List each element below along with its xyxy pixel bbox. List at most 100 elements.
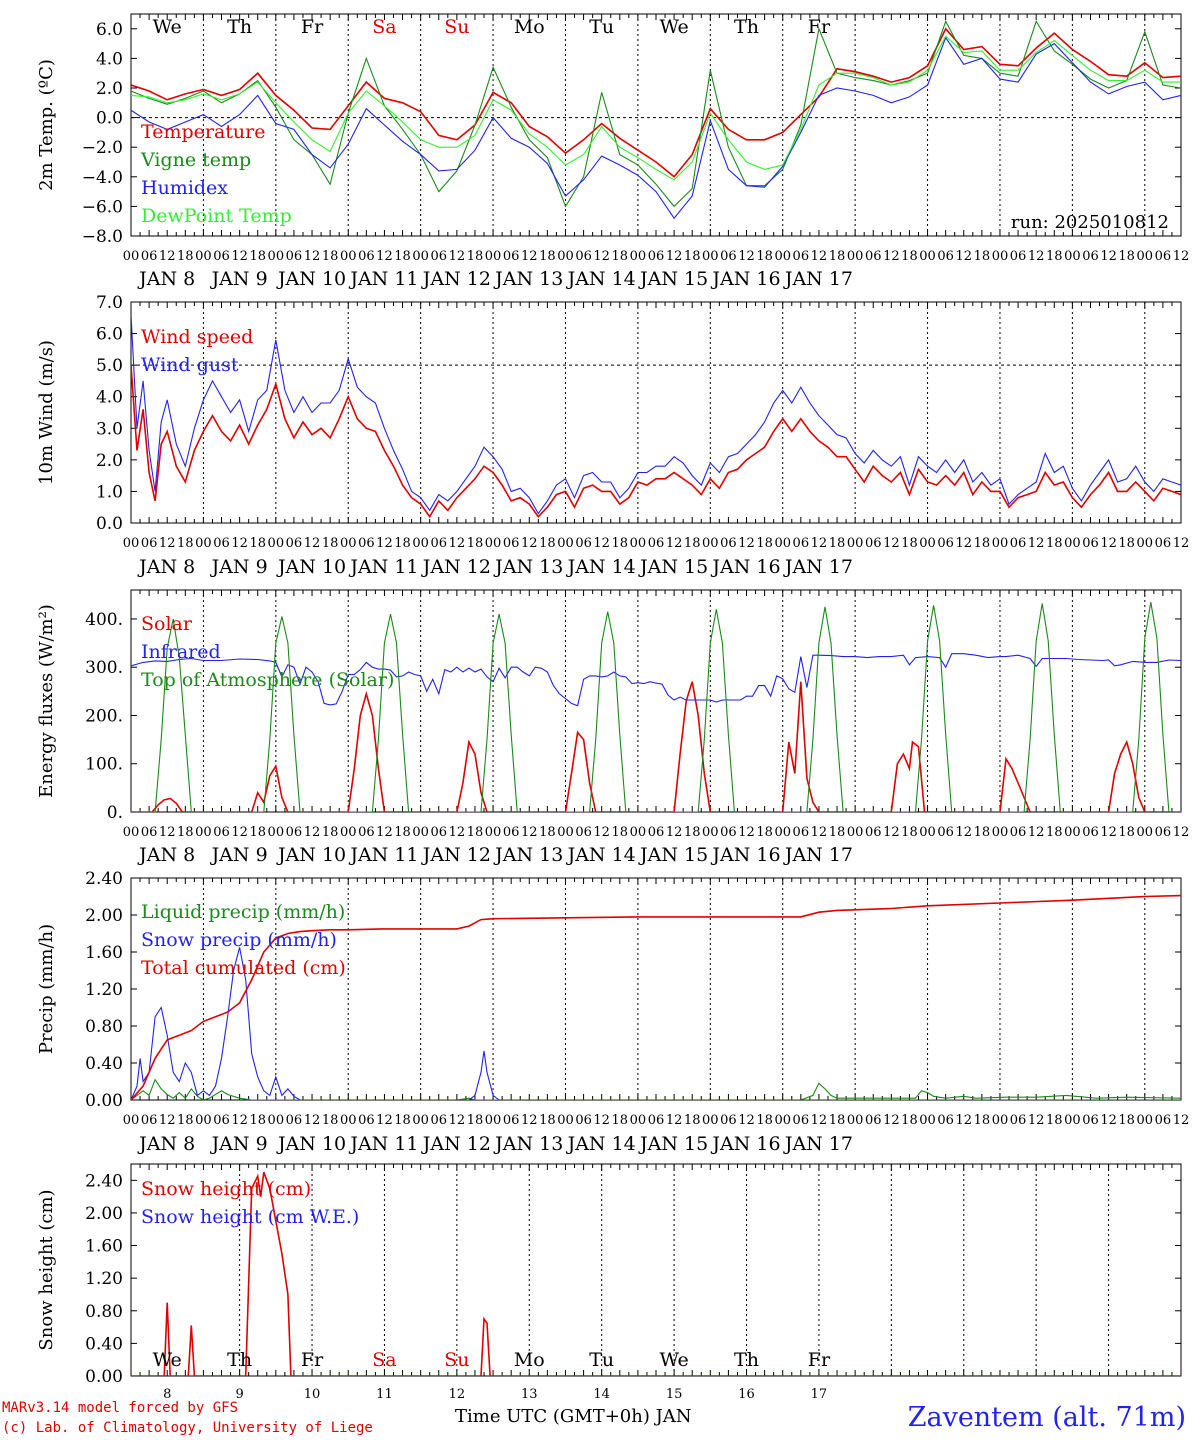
hour-label: 18 — [612, 1113, 629, 1128]
hour-label: 06 — [1155, 249, 1172, 264]
hour-label: 06 — [1082, 536, 1099, 551]
series-line-3 — [131, 35, 1181, 181]
hour-label: 18 — [1118, 249, 1135, 264]
hour-label: 00 — [485, 1113, 502, 1128]
hour-label: 00 — [340, 536, 357, 551]
hour-label: 12 — [1173, 825, 1190, 840]
panel-4: 2.40 2.00 1.60 1.20 0.80 0.40 0.00 Precip (mm/h… — [36, 869, 1189, 1155]
hour-label: 18 — [394, 1113, 411, 1128]
y-tick-label: −4.0 — [82, 168, 123, 188]
weekday-label: Tu — [589, 1349, 614, 1371]
hour-label: 18 — [394, 249, 411, 264]
series-line-1 — [131, 20, 1181, 208]
hour-label: 00 — [1137, 825, 1154, 840]
hour-label: 18 — [322, 249, 339, 264]
legend-entry: Snow height (cm W.E.) — [141, 1206, 359, 1228]
hour-label: 18 — [829, 249, 846, 264]
hour-label: 00 — [992, 825, 1009, 840]
hour-label: 00 — [702, 536, 719, 551]
weekday-label: Th — [227, 1349, 252, 1371]
hour-label: 06 — [430, 536, 447, 551]
date-label: JAN 12 — [421, 556, 491, 578]
hour-label: 06 — [213, 1113, 230, 1128]
hour-label: 12 — [1100, 536, 1117, 551]
hour-label: 18 — [901, 536, 918, 551]
hour-label: 06 — [575, 825, 592, 840]
hour-label: 00 — [340, 249, 357, 264]
hour-label: 12 — [1100, 249, 1117, 264]
hour-label: 12 — [376, 825, 393, 840]
hour-label: 12 — [304, 825, 321, 840]
y-tick-label: 1.60 — [85, 1237, 123, 1257]
hour-label: 12 — [811, 536, 828, 551]
hour-label: 12 — [738, 536, 755, 551]
hour-label: 18 — [1046, 1113, 1063, 1128]
hour-label: 00 — [847, 1113, 864, 1128]
legend-entry: Vigne temp — [140, 149, 251, 171]
hour-label: 18 — [901, 1113, 918, 1128]
hour-label: 00 — [557, 536, 574, 551]
hour-label: 18 — [539, 536, 556, 551]
date-label: JAN 14 — [566, 268, 636, 290]
date-label: JAN 12 — [421, 1133, 491, 1155]
weekday-label: Fr — [301, 1349, 324, 1371]
hour-label: 06 — [793, 825, 810, 840]
y-tick-label: 1.20 — [85, 1269, 123, 1289]
hour-label: 00 — [123, 536, 140, 551]
hour-label: 00 — [557, 249, 574, 264]
weekday-label: Fr — [301, 16, 324, 38]
hour-label: 06 — [286, 825, 303, 840]
hour-label: 00 — [268, 1113, 285, 1128]
hour-label: 12 — [159, 825, 176, 840]
legend-entry: Top of Atmosphere (Solar) — [141, 669, 394, 691]
hour-label: 06 — [358, 536, 375, 551]
legend-entry: Snow precip (mm/h) — [141, 929, 337, 951]
hour-label: 12 — [883, 536, 900, 551]
y-tick-label: 0.80 — [85, 1302, 123, 1322]
y-axis-label: 10m Wind (m/s) — [36, 340, 57, 485]
date-label: JAN 16 — [710, 268, 780, 290]
hour-label: 06 — [358, 1113, 375, 1128]
hour-label: 12 — [449, 536, 466, 551]
hour-label: 18 — [612, 249, 629, 264]
hour-label: 06 — [648, 249, 665, 264]
hour-label: 06 — [720, 1113, 737, 1128]
day-number: 11 — [376, 1387, 393, 1402]
hour-label: 06 — [1155, 1113, 1172, 1128]
series-line-1 — [131, 947, 1181, 1100]
hour-label: 00 — [340, 1113, 357, 1128]
hour-label: 12 — [811, 825, 828, 840]
hour-label: 12 — [1100, 825, 1117, 840]
hour-label: 18 — [974, 536, 991, 551]
hour-label: 00 — [630, 1113, 647, 1128]
series-line-2 — [131, 36, 1181, 220]
hour-label: 00 — [774, 249, 791, 264]
weekday-label: Fr — [808, 16, 831, 38]
hour-label: 12 — [883, 825, 900, 840]
legend-entry: Total cumulated (cm) — [141, 957, 346, 979]
hour-label: 18 — [249, 249, 266, 264]
hour-label: 00 — [557, 825, 574, 840]
y-tick-label: 2.40 — [85, 869, 123, 889]
day-number: 15 — [666, 1387, 683, 1402]
weekday-label: We — [153, 16, 182, 38]
hour-label: 18 — [684, 1113, 701, 1128]
hour-label: 12 — [304, 1113, 321, 1128]
hour-label: 12 — [521, 249, 538, 264]
hour-label: 00 — [123, 825, 140, 840]
hour-label: 12 — [304, 249, 321, 264]
hour-label: 18 — [756, 1113, 773, 1128]
hour-label: 18 — [467, 825, 484, 840]
hour-label: 18 — [756, 249, 773, 264]
hour-label: 18 — [829, 1113, 846, 1128]
hour-label: 00 — [992, 536, 1009, 551]
station-name: Zaventem (alt. 71m) — [907, 1402, 1186, 1433]
day-number: 16 — [738, 1387, 755, 1402]
panel-2: 7.0 6.0 5.0 4.0 3.0 2.0 1.0 0.0 10m Wind (m/s) Wi… — [36, 293, 1189, 578]
hour-label: 18 — [539, 249, 556, 264]
hour-label: 00 — [1137, 1113, 1154, 1128]
hour-label: 06 — [213, 536, 230, 551]
date-label: JAN 16 — [710, 1133, 780, 1155]
hour-label: 06 — [1082, 249, 1099, 264]
hour-label: 18 — [684, 536, 701, 551]
